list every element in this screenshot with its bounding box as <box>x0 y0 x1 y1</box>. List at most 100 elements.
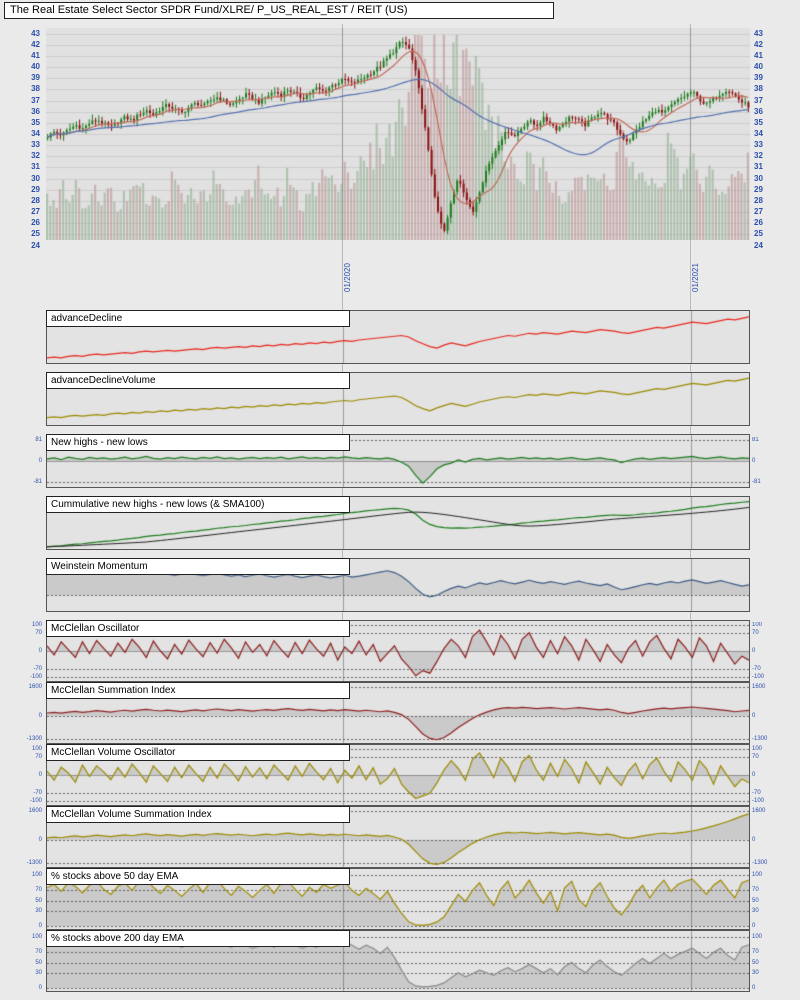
panel-axis-label: -70 <box>33 790 42 797</box>
panel-label-mcclellan-volume-oscillator[interactable]: McClellan Volume Oscillator <box>46 744 350 761</box>
panel-label-text: Weinstein Momentum <box>51 561 148 572</box>
panel-axis-label: 70 <box>35 753 42 760</box>
panel-label-pct-above-200ema[interactable]: % stocks above 200 day EMA <box>46 930 350 947</box>
panel-axis-label: 1600 <box>28 807 42 814</box>
price-axis-label: 25 <box>754 229 763 239</box>
panel-label-text: New highs - new lows <box>51 437 148 448</box>
price-chart-canvas[interactable] <box>46 28 750 240</box>
price-axis-label: 30 <box>754 173 763 183</box>
panel-label-text: % stocks above 200 day EMA <box>51 933 184 944</box>
price-axis-label: 37 <box>31 95 40 105</box>
price-axis-label: 41 <box>754 50 763 60</box>
price-axis-label: 33 <box>754 140 763 150</box>
panel-axis-label: 81 <box>752 436 759 443</box>
price-axis-label: 28 <box>754 195 763 205</box>
panel-axis-label: 0 <box>752 648 756 654</box>
panel-axis-label: 50 <box>752 897 759 904</box>
panel-label-text: % stocks above 50 day EMA <box>51 871 179 882</box>
panel-axis-label: 81 <box>35 436 42 443</box>
panel-axis-label: 50 <box>35 897 42 904</box>
panel-axis-label: 1600 <box>28 683 42 690</box>
price-axis-label: 25 <box>31 229 40 239</box>
panel-axis-label: 70 <box>752 753 759 760</box>
panel-label-mcclellan-summation[interactable]: McClellan Summation Index <box>46 682 350 699</box>
panel-axis-label: 0 <box>38 984 42 991</box>
panel-label-text: Cummulative new highs - new lows (& SMA1… <box>51 499 265 510</box>
panel-axis-label: 50 <box>35 959 42 966</box>
date-axis-label: 01/2021 <box>691 263 700 292</box>
panel-axis-label: -70 <box>33 666 42 673</box>
panel-axis-label: -81 <box>33 479 42 486</box>
price-axis-label: 39 <box>31 73 40 83</box>
panel-label-advance-decline[interactable]: advanceDecline <box>46 310 350 327</box>
panel-label-weinstein-momentum[interactable]: Weinstein Momentum <box>46 558 350 575</box>
panel-axis-label: 100 <box>752 621 763 628</box>
panel-axis-label: 100 <box>752 934 763 941</box>
price-axis-label: 35 <box>31 117 40 127</box>
panel-axis-label: 100 <box>752 745 763 752</box>
symbol-title: The Real Estate Select Sector SPDR Fund/… <box>10 4 408 16</box>
price-axis-label: 41 <box>31 50 40 60</box>
panel-axis-label: 70 <box>752 887 759 894</box>
panel-axis-label: 0 <box>752 984 756 991</box>
panel-axis-label: 100 <box>31 621 42 628</box>
panel-axis-label: 70 <box>752 949 759 956</box>
panel-axis-label: -1300 <box>26 860 42 867</box>
price-axis-label: 43 <box>31 28 40 38</box>
price-axis-label: 35 <box>754 117 763 127</box>
price-axis-label: 40 <box>31 62 40 72</box>
price-axis-label: 36 <box>31 106 40 116</box>
price-axis-label: 29 <box>754 184 763 194</box>
price-axis-label: 24 <box>31 240 40 250</box>
price-axis-label: 37 <box>754 95 763 105</box>
panel-axis-label: 70 <box>35 629 42 636</box>
panel-label-mcclellan-oscillator[interactable]: McClellan Oscillator <box>46 620 350 637</box>
panel-axis-label: 0 <box>752 836 756 843</box>
panel-axis-label: 0 <box>38 712 42 719</box>
price-axis-label: 30 <box>31 173 40 183</box>
panel-label-cumulative-nh-nl[interactable]: Cummulative new highs - new lows (& SMA1… <box>46 496 350 513</box>
panel-axis-label: -1300 <box>752 736 768 743</box>
price-axis-label: 42 <box>754 39 763 49</box>
panel-label-text: advanceDeclineVolume <box>51 375 156 386</box>
price-axis-label: 29 <box>31 184 40 194</box>
panel-axis-label: 0 <box>752 922 756 929</box>
panel-axis-label: -1300 <box>26 736 42 743</box>
panel-axis-label: -100 <box>29 674 42 681</box>
panel-axis-label: 0 <box>38 648 42 654</box>
price-axis-label: 27 <box>754 207 763 217</box>
panel-axis-label: -100 <box>752 798 765 805</box>
panel-label-advance-decline-volume[interactable]: advanceDeclineVolume <box>46 372 350 389</box>
price-axis-label: 26 <box>754 218 763 228</box>
panel-label-text: McClellan Volume Summation Index <box>51 809 212 820</box>
panel-axis-label: 0 <box>38 458 42 464</box>
panel-axis-label: 30 <box>752 969 759 976</box>
panel-axis-label: 100 <box>31 872 42 879</box>
panel-axis-label: 30 <box>35 969 42 976</box>
panel-label-text: McClellan Volume Oscillator <box>51 747 176 758</box>
panel-axis-label: 0 <box>38 922 42 929</box>
panel-label-mcclellan-volume-summation[interactable]: McClellan Volume Summation Index <box>46 806 350 823</box>
panel-label-text: McClellan Summation Index <box>51 685 176 696</box>
panel-axis-label: 1600 <box>752 807 766 814</box>
symbol-title-box[interactable]: The Real Estate Select Sector SPDR Fund/… <box>4 2 554 19</box>
panel-label-text: advanceDecline <box>51 313 123 324</box>
price-axis-label: 33 <box>31 140 40 150</box>
panel-axis-label: 100 <box>31 934 42 941</box>
panel-axis-label: 70 <box>752 629 759 636</box>
panel-axis-label: 0 <box>38 772 42 778</box>
panel-axis-label: 70 <box>35 887 42 894</box>
panel-label-new-highs-new-lows[interactable]: New highs - new lows <box>46 434 350 451</box>
price-axis-label: 38 <box>754 84 763 94</box>
price-axis-label: 32 <box>31 151 40 161</box>
panel-label-pct-above-50ema[interactable]: % stocks above 50 day EMA <box>46 868 350 885</box>
panel-axis-label: -81 <box>752 479 761 486</box>
price-axis-label: 36 <box>754 106 763 116</box>
panel-axis-label: 0 <box>752 712 756 719</box>
panel-axis-label: -1300 <box>752 860 768 867</box>
price-axis-label: 31 <box>754 162 763 172</box>
price-axis-label: 27 <box>31 207 40 217</box>
panel-axis-label: 30 <box>752 907 759 914</box>
price-axis-label: 42 <box>31 39 40 49</box>
panel-label-text: McClellan Oscillator <box>51 623 140 634</box>
